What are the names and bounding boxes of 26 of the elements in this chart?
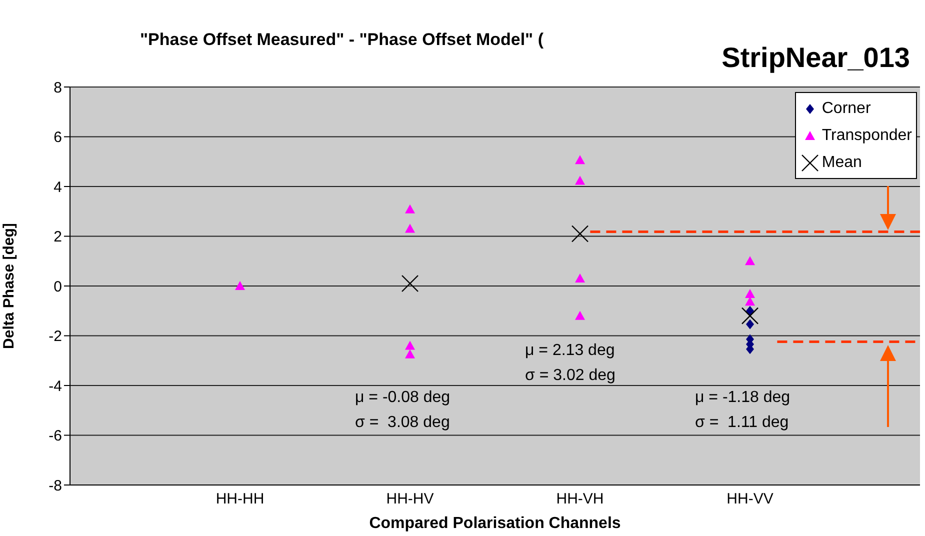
annotation: μ = -1.18 deg [695,389,790,408]
y-tick-label: 8 [54,79,62,96]
legend-label: Corner [822,100,871,118]
x-tick-label: HH-VV [726,490,774,508]
annotation: σ = 3.08 deg [355,414,450,432]
x-tick-label: HH-VH [556,490,604,508]
chart-title: "Phase Offset Measured" - "Phase Offset Model" ( [140,30,545,50]
y-tick-label: 0 [54,278,62,296]
y-tick-label: 4 [54,178,62,196]
y-tick-label: -8 [48,477,62,494]
y-tick-label: -2 [48,328,62,346]
x-tick-label: HH-HH [216,490,264,508]
annotation: μ = 2.13 deg [525,342,615,360]
annotation: μ = -0.08 deg [355,389,450,408]
y-tick-label: 2 [54,228,62,246]
y-tick-label: -4 [48,378,62,395]
y-axis-title: Delta Phase [deg] [0,223,18,349]
x-axis-title: Compared Polarisation Channels [369,515,621,532]
y-tick-label: 6 [54,129,62,146]
legend-label: Transponder [822,126,912,144]
x-tick-label: HH-HV [386,490,434,508]
chart-subtitle: StripNear_013 [722,42,910,74]
y-tick-label: -6 [48,428,62,445]
annotation: σ = 3.02 deg [525,366,616,385]
annotation: σ = 1.11 deg [695,414,789,432]
legend-label: Mean [822,154,862,172]
